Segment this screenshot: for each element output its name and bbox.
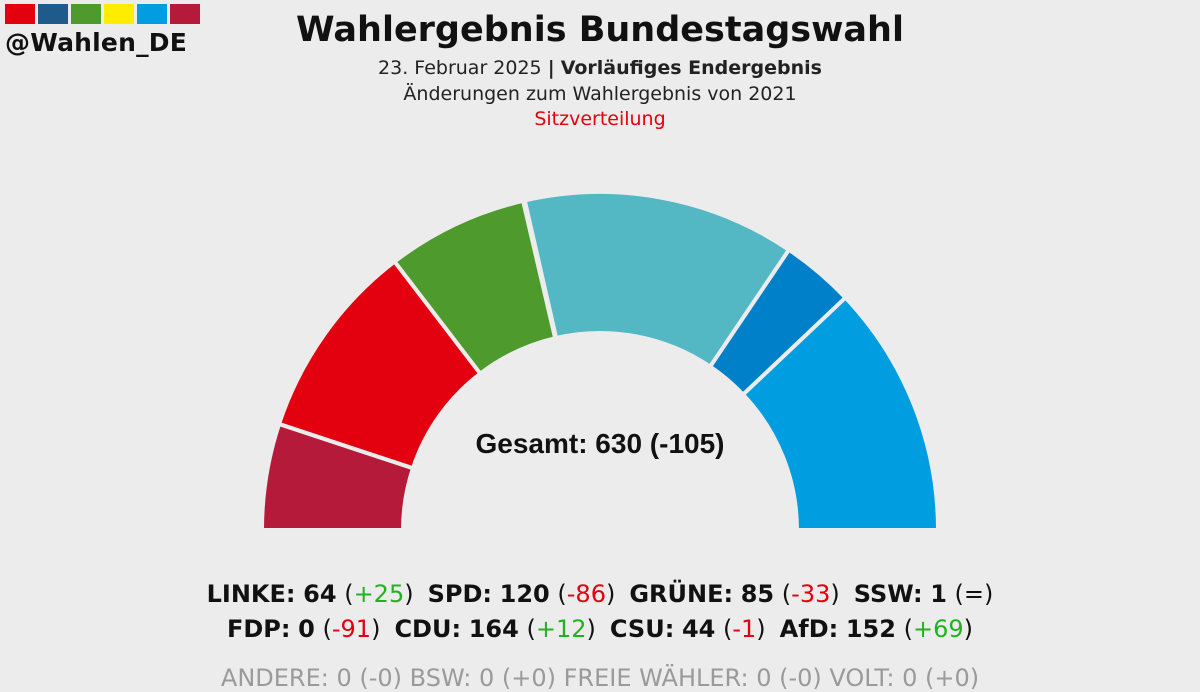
legend-seat-count: 44 [681, 615, 716, 643]
legend-seat-change: (+69) [903, 615, 974, 643]
legend-entry-afd: AfD: 152 (+69) [780, 615, 973, 643]
total-seats-label: Gesamt: 630 (-105) [475, 428, 725, 459]
legend-seat-change: (+25) [344, 580, 414, 608]
legend-party-name: CSU: [609, 615, 675, 643]
legend-party-name: LINKE: [206, 580, 296, 608]
legend-row-3: ANDERE: 0 (-0) BSW: 0 (+0) FREIE WÄHLER:… [220, 664, 980, 692]
color-swatch [104, 4, 134, 24]
subtitle-separator: | [547, 57, 555, 79]
legend-seat-count: 0 [298, 615, 315, 643]
color-swatch [137, 4, 167, 24]
legend-entry-csu: CSU: 44 (-1) [610, 615, 766, 643]
legend-party-name: CDU: [394, 615, 462, 643]
legend-seat-count: 1 [930, 580, 947, 608]
legend-entry-ssw: SSW: 1 (=) [854, 580, 994, 608]
legend-seat-count: 85 [740, 580, 775, 608]
color-swatch [38, 4, 68, 24]
color-swatch [5, 4, 35, 24]
legend-seat-change: (-33) [781, 580, 840, 608]
seat-segment-afd [740, 294, 941, 532]
brand-handle: @Wahlen_DE [5, 28, 188, 57]
legend-party-name: SSW: [853, 580, 923, 608]
result-status: Vorläufiges Endergebnis [560, 57, 822, 79]
chart-subtitle-date: 23. Februar 2025 | Vorläufiges Endergebn… [0, 57, 1200, 79]
legend-entry-grüne: GRÜNE: 85 (-33) [629, 580, 839, 608]
legend-seat-count: 164 [468, 615, 519, 643]
legend-entry-spd: SPD: 120 (-86) [428, 580, 616, 608]
legend-seat-change: (-1) [722, 615, 766, 643]
legend-row-1: LINKE: 64 (+25) SPD: 120 (-86) GRÜNE: 85 (… [0, 580, 1200, 608]
party-color-swatches [5, 4, 200, 24]
legend-seat-change: (=) [954, 580, 994, 608]
legend-entry-cdu: CDU: 164 (+12) [394, 615, 595, 643]
legend-seat-change: (-86) [557, 580, 616, 608]
color-swatch [71, 4, 101, 24]
election-date: 23. Februar 2025 [378, 57, 542, 79]
brand-logo: @Wahlen_DE [5, 4, 200, 57]
legend-entry-fdp: FDP: 0 (-91) [227, 615, 380, 643]
legend-seat-change: (+12) [526, 615, 596, 643]
color-swatch [170, 4, 200, 24]
seat-segment-cdu [522, 190, 792, 370]
legend-party-name: FDP: [226, 615, 291, 643]
chart-subtitle-comparison: Änderungen zum Wahlergebnis von 2021 [403, 83, 797, 105]
chart-title: Wahlergebnis Bundestagswahl [296, 10, 904, 50]
legend-seat-count: 64 [303, 580, 337, 608]
legend-seat-count: 120 [499, 580, 550, 608]
legend-seat-change: (-91) [322, 615, 381, 643]
chart-subtitle-mode: Sitzverteilung [534, 108, 666, 130]
legend-party-name: SPD: [427, 580, 492, 608]
legend-party-name: GRÜNE: [629, 580, 734, 608]
parliament-chart [262, 190, 941, 532]
legend-seat-count: 152 [845, 615, 896, 643]
legend-row-2: FDP: 0 (-91) CDU: 164 (+12) CSU: 44 (-1) Af… [0, 615, 1200, 643]
legend-entry-linke: LINKE: 64 (+25) [207, 580, 414, 608]
legend-party-name: AfD: [779, 615, 839, 643]
